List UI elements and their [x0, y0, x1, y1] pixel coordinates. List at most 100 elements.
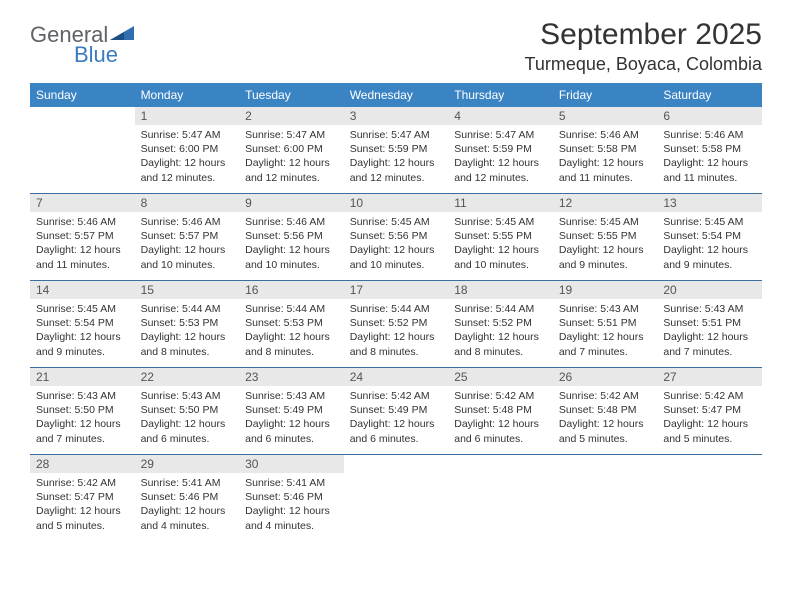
calendar-row: 1Sunrise: 5:47 AMSunset: 6:00 PMDaylight… [30, 107, 762, 194]
day-content: Sunrise: 5:44 AMSunset: 5:52 PMDaylight:… [448, 299, 553, 361]
calendar-cell: 5Sunrise: 5:46 AMSunset: 5:58 PMDaylight… [553, 107, 658, 194]
daylight-line: Daylight: 12 hours and 6 minutes. [350, 417, 443, 445]
calendar-cell: 15Sunrise: 5:44 AMSunset: 5:53 PMDayligh… [135, 281, 240, 368]
sunrise-line: Sunrise: 5:44 AM [454, 302, 547, 316]
sunset-line: Sunset: 5:55 PM [454, 229, 547, 243]
sunset-line: Sunset: 5:46 PM [245, 490, 338, 504]
sunset-line: Sunset: 5:50 PM [36, 403, 129, 417]
daylight-line: Daylight: 12 hours and 7 minutes. [663, 330, 756, 358]
calendar-cell [344, 455, 449, 542]
calendar-cell: 11Sunrise: 5:45 AMSunset: 5:55 PMDayligh… [448, 194, 553, 281]
day-number: 1 [135, 107, 240, 125]
sunrise-line: Sunrise: 5:45 AM [663, 215, 756, 229]
calendar-cell: 20 Sunrise: 5:43 AMSunset: 5:51 PMDayligh… [657, 281, 762, 368]
sunrise-line: Sunrise: 5:42 AM [559, 389, 652, 403]
day-content: Sunrise: 5:47 AMSunset: 5:59 PMDaylight:… [448, 125, 553, 187]
day-content: Sunrise: 5:45 AMSunset: 5:55 PMDaylight:… [448, 212, 553, 274]
daylight-line: Daylight: 12 hours and 10 minutes. [350, 243, 443, 271]
sunrise-line: Sunrise: 5:43 AM [36, 389, 129, 403]
day-number: 25 [448, 368, 553, 386]
daylight-line: Daylight: 12 hours and 8 minutes. [454, 330, 547, 358]
sunrise-line: Sunrise: 5:45 AM [559, 215, 652, 229]
calendar-cell: 4Sunrise: 5:47 AMSunset: 5:59 PMDaylight… [448, 107, 553, 194]
daylight-line: Daylight: 12 hours and 12 minutes. [245, 156, 338, 184]
sunrise-line: Sunrise: 5:47 AM [454, 128, 547, 142]
daylight-line: Daylight: 12 hours and 12 minutes. [350, 156, 443, 184]
calendar-row: 7Sunrise: 5:46 AMSunset: 5:57 PMDaylight… [30, 194, 762, 281]
day-number: 4 [448, 107, 553, 125]
day-number: 27 [657, 368, 762, 386]
sunset-line: Sunset: 5:58 PM [663, 142, 756, 156]
sunset-line: Sunset: 5:56 PM [350, 229, 443, 243]
calendar-cell: 22Sunrise: 5:43 AMSunset: 5:50 PMDayligh… [135, 368, 240, 455]
sunset-line: Sunset: 6:00 PM [245, 142, 338, 156]
daylight-line: Daylight: 12 hours and 6 minutes. [454, 417, 547, 445]
calendar-cell: 6Sunrise: 5:46 AMSunset: 5:58 PMDaylight… [657, 107, 762, 194]
sunset-line: Sunset: 5:51 PM [663, 316, 756, 330]
day-content: Sunrise: 5:41 AMSunset: 5:46 PMDaylight:… [135, 473, 240, 535]
calendar-table: SundayMondayTuesdayWednesdayThursdayFrid… [30, 83, 762, 541]
sunset-line: Sunset: 5:59 PM [454, 142, 547, 156]
weekday-header: Wednesday [344, 83, 449, 107]
day-content: Sunrise: 5:42 AMSunset: 5:48 PMDaylight:… [553, 386, 658, 448]
sunset-line: Sunset: 5:53 PM [141, 316, 234, 330]
sunrise-line: Sunrise: 5:43 AM [245, 389, 338, 403]
sunrise-line: Sunrise: 5:43 AM [663, 302, 756, 316]
calendar-cell: 29Sunrise: 5:41 AMSunset: 5:46 PMDayligh… [135, 455, 240, 542]
sunrise-line: Sunrise: 5:42 AM [350, 389, 443, 403]
sunrise-line: Sunrise: 5:47 AM [350, 128, 443, 142]
day-content: Sunrise: 5:44 AMSunset: 5:53 PMDaylight:… [239, 299, 344, 361]
daylight-line: Daylight: 12 hours and 12 minutes. [454, 156, 547, 184]
day-content: Sunrise: 5:46 AMSunset: 5:58 PMDaylight:… [657, 125, 762, 187]
sunrise-line: Sunrise: 5:47 AM [141, 128, 234, 142]
daylight-line: Daylight: 12 hours and 11 minutes. [559, 156, 652, 184]
calendar-cell: 12Sunrise: 5:45 AMSunset: 5:55 PMDayligh… [553, 194, 658, 281]
calendar-cell: 13Sunrise: 5:45 AMSunset: 5:54 PMDayligh… [657, 194, 762, 281]
sunrise-line: Sunrise: 5:46 AM [245, 215, 338, 229]
daylight-line: Daylight: 12 hours and 8 minutes. [141, 330, 234, 358]
sunset-line: Sunset: 5:51 PM [559, 316, 652, 330]
sunset-line: Sunset: 5:59 PM [350, 142, 443, 156]
day-content: Sunrise: 5:47 AMSunset: 6:00 PMDaylight:… [239, 125, 344, 187]
calendar-body: 1Sunrise: 5:47 AMSunset: 6:00 PMDaylight… [30, 107, 762, 541]
calendar-cell: 30Sunrise: 5:41 AMSunset: 5:46 PMDayligh… [239, 455, 344, 542]
brand-word2: Blue [74, 45, 118, 65]
daylight-line: Daylight: 12 hours and 5 minutes. [663, 417, 756, 445]
calendar-row: 28Sunrise: 5:42 AMSunset: 5:47 PMDayligh… [30, 455, 762, 542]
sunset-line: Sunset: 5:48 PM [454, 403, 547, 417]
weekday-header: Friday [553, 83, 658, 107]
weekday-header: Sunday [30, 83, 135, 107]
sunrise-line: Sunrise: 5:46 AM [141, 215, 234, 229]
month-title: September 2025 [525, 18, 762, 52]
day-content: Sunrise: 5:47 AMSunset: 6:00 PMDaylight:… [135, 125, 240, 187]
calendar-row: 21Sunrise: 5:43 AMSunset: 5:50 PMDayligh… [30, 368, 762, 455]
header: General Blue September 2025 Turmeque, Bo… [30, 18, 762, 75]
calendar-cell: 24Sunrise: 5:42 AMSunset: 5:49 PMDayligh… [344, 368, 449, 455]
weekday-header: Thursday [448, 83, 553, 107]
sunrise-line: Sunrise: 5:45 AM [350, 215, 443, 229]
day-content: Sunrise: 5:42 AMSunset: 5:48 PMDaylight:… [448, 386, 553, 448]
day-number: 6 [657, 107, 762, 125]
day-content: Sunrise: 5:45 AMSunset: 5:55 PMDaylight:… [553, 212, 658, 274]
calendar-row: 14Sunrise: 5:45 AMSunset: 5:54 PMDayligh… [30, 281, 762, 368]
sunset-line: Sunset: 5:49 PM [350, 403, 443, 417]
day-number: 5 [553, 107, 658, 125]
day-number: 11 [448, 194, 553, 212]
day-number: 23 [239, 368, 344, 386]
day-number: 20 [657, 281, 762, 299]
sunset-line: Sunset: 5:54 PM [36, 316, 129, 330]
sunset-line: Sunset: 5:47 PM [36, 490, 129, 504]
day-content: Sunrise: 5:42 AMSunset: 5:47 PMDaylight:… [30, 473, 135, 535]
sunrise-line: Sunrise: 5:45 AM [36, 302, 129, 316]
calendar-cell: 19Sunrise: 5:43 AMSunset: 5:51 PMDayligh… [553, 281, 658, 368]
day-content: Sunrise: 5:44 AMSunset: 5:53 PMDaylight:… [135, 299, 240, 361]
calendar-cell: 7Sunrise: 5:46 AMSunset: 5:57 PMDaylight… [30, 194, 135, 281]
daylight-line: Daylight: 12 hours and 9 minutes. [36, 330, 129, 358]
calendar-cell [553, 455, 658, 542]
location-text: Turmeque, Boyaca, Colombia [525, 54, 762, 75]
sunset-line: Sunset: 5:57 PM [36, 229, 129, 243]
day-content: Sunrise: 5:43 AMSunset: 5:49 PMDaylight:… [239, 386, 344, 448]
daylight-line: Daylight: 12 hours and 8 minutes. [245, 330, 338, 358]
daylight-line: Daylight: 12 hours and 5 minutes. [559, 417, 652, 445]
sunset-line: Sunset: 5:49 PM [245, 403, 338, 417]
